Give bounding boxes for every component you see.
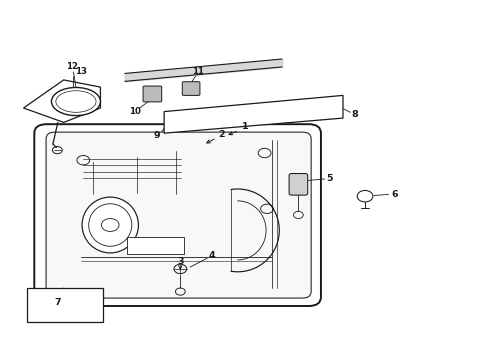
Text: 8: 8 (351, 110, 358, 119)
Ellipse shape (89, 204, 132, 246)
Text: 6: 6 (391, 190, 398, 199)
Text: 11: 11 (193, 68, 204, 77)
Bar (27, 288, 103, 322)
FancyBboxPatch shape (46, 132, 311, 298)
Text: 9: 9 (153, 130, 160, 139)
FancyBboxPatch shape (289, 174, 308, 195)
Ellipse shape (51, 87, 100, 116)
FancyBboxPatch shape (182, 82, 200, 95)
Text: 10: 10 (129, 107, 141, 116)
Text: 13: 13 (75, 68, 87, 77)
Ellipse shape (82, 197, 138, 253)
Text: 3: 3 (177, 256, 184, 265)
Text: 12: 12 (67, 62, 78, 71)
Polygon shape (164, 95, 343, 133)
Text: 7: 7 (54, 298, 61, 307)
Text: 1: 1 (242, 122, 248, 131)
Text: 4: 4 (209, 251, 216, 260)
Text: 5: 5 (326, 174, 333, 183)
Bar (127, 237, 184, 254)
Text: 2: 2 (218, 130, 225, 139)
FancyBboxPatch shape (143, 86, 162, 102)
